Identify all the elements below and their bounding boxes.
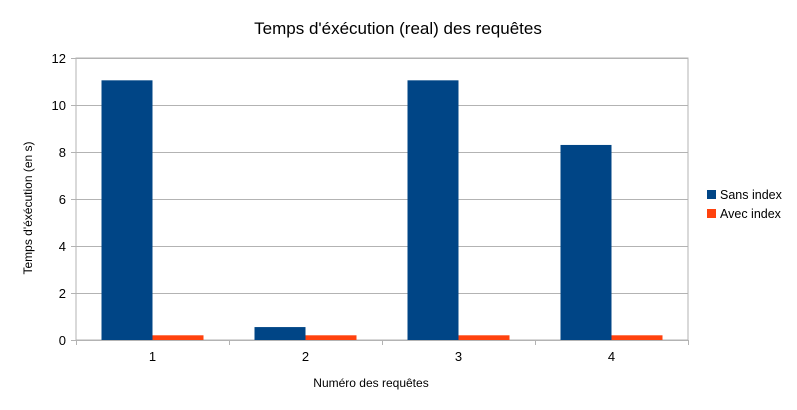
x-tick-label: 3 (455, 349, 462, 364)
y-axis-label: Temps d'éxécution (en s) (21, 141, 35, 274)
y-tick-label: 10 (52, 98, 66, 113)
x-tick-label: 1 (149, 349, 156, 364)
y-tick-label: 6 (59, 192, 66, 207)
bars (101, 80, 663, 340)
legend-label: Avec index (720, 207, 782, 221)
x-axis-label: Numéro des requêtes (313, 376, 428, 390)
bar (560, 144, 612, 340)
bar (611, 335, 663, 340)
y-tick-label: 8 (59, 145, 66, 160)
y-tick-label: 12 (52, 51, 66, 66)
bar (101, 80, 153, 340)
y-tick-label: 0 (59, 333, 66, 348)
chart-title: Temps d'éxécution (real) des requêtes (254, 19, 542, 38)
x-tick-label: 2 (302, 349, 309, 364)
legend-swatch (707, 209, 716, 218)
legend-swatch (707, 190, 716, 199)
x-tick-label: 4 (608, 349, 615, 364)
y-tick-label: 4 (59, 239, 66, 254)
bar (458, 335, 510, 340)
legend-label: Sans index (720, 188, 783, 202)
bar (407, 80, 459, 340)
legend: Sans index Avec index (707, 188, 783, 221)
bar (305, 335, 357, 340)
bar (152, 335, 204, 340)
y-tick-label: 2 (59, 286, 66, 301)
bar (254, 327, 306, 340)
